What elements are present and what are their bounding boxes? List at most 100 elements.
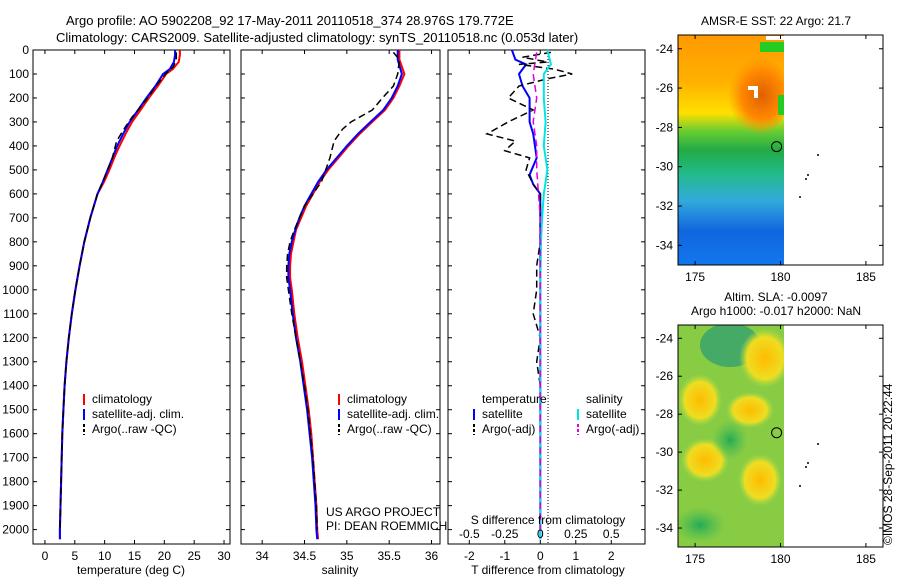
x-tick-label: 35 [340,549,354,563]
depth-tick-label: 100 [9,67,29,81]
depth-tick-label: 400 [9,139,29,153]
sla-map-title: Altim. SLA: -0.0097 [724,290,828,304]
lat-tick-label: -24 [656,42,674,56]
depth-tick-label: 1800 [2,475,29,489]
island-dot [799,196,801,198]
depth-tick-label: 300 [9,115,29,129]
island-dot [817,443,819,445]
imos-credit: ©IMOS 28-Sep-2011 20:22:44 [881,383,895,545]
temperature-lines [58,50,181,540]
depth-tick-label: 1700 [2,451,29,465]
sla-high-5 [738,454,782,506]
difference-axis-ticks: -2 -1 0 1 2 [464,50,615,563]
island-dot [799,485,801,487]
lat-tick-label: -30 [656,445,674,459]
difference-lines [484,49,573,540]
legend-label: Argo(-adj) [586,422,639,436]
lat-tick-label: -32 [656,199,674,213]
x-tick-label: 35.5 [378,549,402,563]
sst-map-coastline [799,154,819,198]
salinity-difference-tick-labels: -0.5 -0.25 0 0.25 0.5 [459,527,620,541]
series-line-argo-raw-qc [59,52,178,530]
legend-label: satellite-adj. clim. [92,407,184,421]
island-dot [807,174,809,176]
sla-map-coastline [799,443,819,487]
lat-tick-label: -30 [656,160,674,174]
island-dot [805,466,807,468]
header-line-2: Climatology: CARS2009. Satellite-adjuste… [56,30,578,45]
salinity-axes-frame [240,49,441,545]
depth-tick-label: 2000 [2,523,29,537]
salinity-difference-tick-label: -0.25 [491,527,519,541]
island-dot [805,178,807,180]
salinity-difference-tick-label: 0.5 [603,527,620,541]
x-tick-label: -2 [464,549,475,563]
x-tick-label: 20 [158,549,172,563]
depth-tick-label: 200 [9,91,29,105]
x-tick-label: 0 [42,549,49,563]
lat-tick-label: -34 [656,238,674,252]
legend-group-title: temperature [482,392,547,406]
depth-axis-ticks: 0 100 200 300 400 500 600 700 800 900 1000 1100 1200… [2,43,230,537]
temperature-difference-xlabel: T difference from climatology [471,563,625,577]
salinity-lines [285,50,406,540]
temperature-axes-frame [32,49,231,545]
legend-label: Argo(..raw -QC) [347,422,432,436]
salinity-difference-tick-label: 0 [537,527,544,541]
sla-map-panel: Altim. SLA: -0.0097 Argo h1000: -0.017 h… [656,290,884,566]
argo-location-marker [771,427,783,439]
sst-map-panel: AMSR-E SST: 22 Argo: 21.7 175 180 185 -24 -2… [656,14,884,284]
series-line-climatology [58,50,181,540]
depth-tick-label: 900 [9,259,29,273]
series-line-climatology [289,50,406,540]
x-tick-label: 34 [255,549,269,563]
series-line-satellite-adj-clim [287,50,403,540]
sst-green-strip [778,95,784,115]
argo-location-marker [771,141,783,153]
legend-label: climatology [347,392,407,406]
x-tick-label: 5 [71,549,78,563]
x-tick-label: 30 [217,549,231,563]
salinity-axis-ticks: 34 34.5 35 35.5 36 [255,50,439,563]
sla-low-2 [678,507,726,543]
salinity-depth-ticks [241,49,440,531]
series-line-satellite [539,49,552,540]
difference-legend: temperaturesatelliteArgo(-adj)salinitysa… [473,392,639,436]
depth-tick-label: 0 [22,43,29,57]
salinity-panel: 34 34.5 35 35.5 36 salinity climatologysatel… [240,49,447,577]
sst-map-ticks: 175 180 185 -24 -26 -28 -30 -32 -34 [656,35,883,284]
salinity-xlabel: salinity [322,563,359,577]
lon-tick-label: 180 [770,552,790,566]
lat-tick-label: -28 [656,407,674,421]
series-line-argo-raw-qc [285,51,401,530]
legend-label: satellite [586,407,627,421]
sla-map-ticks: 175 180 185 -24 -26 -28 -30 -32 -34 [656,325,883,566]
x-tick-label: 2 [608,549,615,563]
depth-tick-label: 1400 [2,379,29,393]
legend-label: Argo(-adj) [482,422,535,436]
x-tick-label: -1 [499,549,510,563]
lon-tick-label: 180 [770,270,790,284]
depth-tick-label: 1900 [2,499,29,513]
lat-tick-label: -24 [656,331,674,345]
lon-tick-label: 175 [685,270,705,284]
sst-green-patch [760,42,784,52]
sla-high-2 [678,374,722,426]
salinity-difference-xlabel: S difference from climatology [471,513,626,527]
depth-tick-label: 600 [9,187,29,201]
x-tick-label: 15 [128,549,142,563]
legend-label: satellite [482,407,523,421]
series-line-argo-adj [484,51,573,530]
temperature-xlabel: temperature (deg C) [77,563,185,577]
lat-tick-label: -26 [656,81,674,95]
sst-missing-2 [754,86,758,98]
legend-label: climatology [92,392,152,406]
island-dot [817,154,819,156]
sla-map-subtitle: Argo h1000: -0.017 h2000: NaN [691,304,861,318]
x-tick-label: 1 [572,549,579,563]
depth-tick-label: 1200 [2,331,29,345]
depth-tick-label: 1100 [3,307,29,321]
